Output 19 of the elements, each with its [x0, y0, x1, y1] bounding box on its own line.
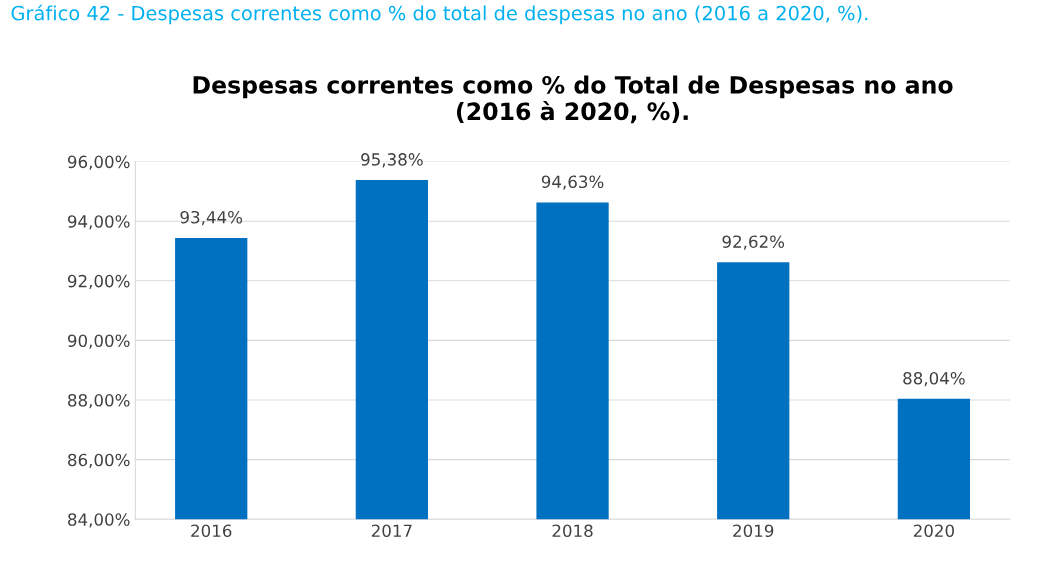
data-label: 92,62%: [722, 235, 785, 250]
y-tick-label: 90,00%: [67, 334, 130, 349]
y-tick-label: 88,00%: [68, 394, 130, 409]
x-tick-label: 2018: [552, 524, 593, 538]
data-label: 94,63%: [541, 175, 604, 190]
data-label: 93,44%: [180, 210, 243, 226]
chart-title: Despesas correntes como % do Total de Despesas no ano (2016 à 2020, %).: [193, 75, 953, 124]
x-tick-label: 2017: [371, 524, 412, 538]
y-tick-label: 84,00%: [68, 513, 130, 528]
x-tick-label: 2016: [191, 524, 232, 538]
y-tick-label: 96,00%: [67, 155, 130, 170]
y-tick-label: 86,00%: [68, 453, 130, 468]
y-tick-label: 94,00%: [67, 215, 130, 230]
text: Gráfico 42 - Despesas correntes como % do total de despesas no ano (2016 a 2020, %).: [11, 4, 868, 25]
data-label: 95,38%: [361, 153, 423, 168]
y-tick-label: 92,00%: [67, 274, 130, 290]
data-label: 88,04%: [903, 371, 965, 387]
x-tick-label: 2019: [733, 524, 774, 538]
x-tick-label: 2020: [913, 524, 954, 538]
